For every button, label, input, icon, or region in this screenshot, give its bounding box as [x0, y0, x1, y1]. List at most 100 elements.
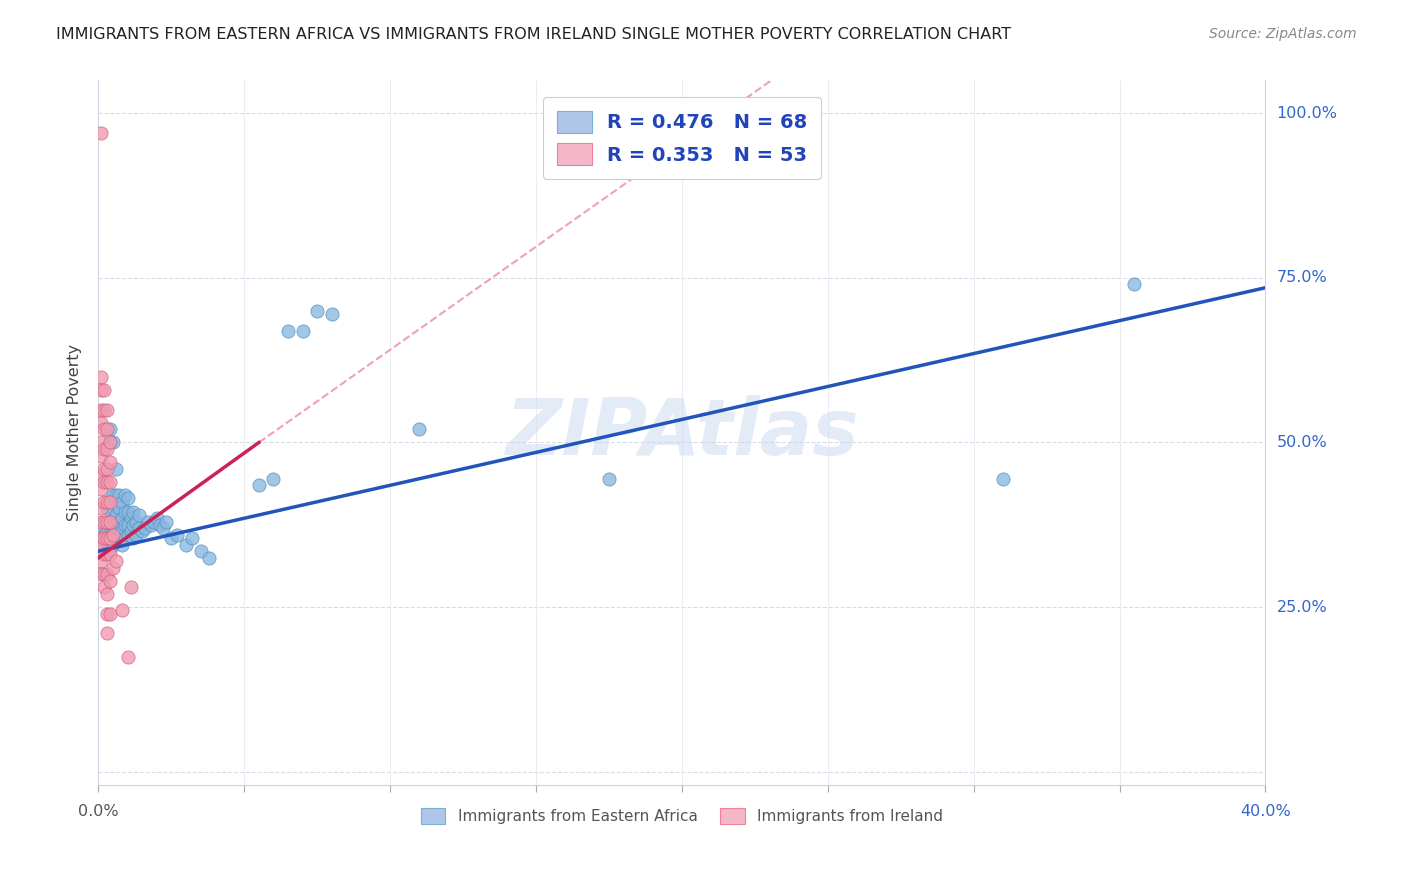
Point: [111, 603, 134, 617]
Text: 100.0%: 100.0%: [1277, 106, 1337, 120]
Point: [98, 455, 121, 469]
Point: [101, 527, 124, 541]
Point: [117, 505, 139, 519]
Point: [90, 567, 112, 582]
Point: [291, 324, 314, 338]
Point: [134, 521, 156, 535]
Text: 75.0%: 75.0%: [1277, 270, 1327, 285]
Point: [277, 324, 299, 338]
Point: [93, 462, 115, 476]
Point: [101, 560, 124, 574]
Point: [93, 567, 115, 582]
Point: [108, 488, 131, 502]
Point: [128, 521, 150, 535]
Point: [104, 508, 127, 522]
Point: [104, 462, 127, 476]
Point: [98, 531, 121, 545]
Text: 50.0%: 50.0%: [1277, 435, 1327, 450]
Point: [128, 508, 150, 522]
Point: [98, 607, 121, 621]
Point: [96, 587, 118, 601]
Point: [131, 524, 153, 539]
Text: 0.0%: 0.0%: [79, 804, 118, 819]
Point: [93, 531, 115, 545]
Text: ZIPAtlas: ZIPAtlas: [505, 394, 859, 471]
Point: [139, 517, 162, 532]
Point: [98, 435, 121, 450]
Point: [101, 435, 124, 450]
Point: [96, 548, 118, 562]
Point: [98, 495, 121, 509]
Point: [90, 383, 112, 397]
Point: [96, 567, 118, 582]
Point: [122, 505, 145, 519]
Point: [120, 524, 142, 539]
Point: [90, 482, 112, 496]
Point: [1123, 277, 1146, 292]
Point: [174, 538, 197, 552]
Legend: Immigrants from Eastern Africa, Immigrants from Ireland: Immigrants from Eastern Africa, Immigran…: [415, 802, 949, 830]
Point: [90, 435, 112, 450]
Point: [93, 422, 115, 436]
Point: [93, 442, 115, 456]
Point: [321, 307, 343, 321]
Point: [98, 515, 121, 529]
Point: [98, 548, 121, 562]
Point: [125, 515, 148, 529]
Point: [98, 515, 121, 529]
Point: [98, 475, 121, 489]
Point: [96, 462, 118, 476]
Point: [98, 574, 121, 588]
Point: [93, 538, 115, 552]
Point: [90, 126, 112, 140]
Point: [90, 449, 112, 463]
Point: [90, 531, 112, 545]
Point: [104, 554, 127, 568]
Text: 40.0%: 40.0%: [1240, 804, 1291, 819]
Point: [111, 524, 134, 539]
Point: [122, 531, 145, 545]
Point: [93, 515, 115, 529]
Point: [96, 515, 118, 529]
Point: [136, 515, 159, 529]
Point: [90, 531, 112, 545]
Point: [149, 517, 172, 532]
Point: [114, 505, 136, 519]
Point: [90, 515, 112, 529]
Point: [117, 527, 139, 541]
Point: [117, 517, 139, 532]
Point: [90, 416, 112, 430]
Point: [96, 531, 118, 545]
Point: [101, 515, 124, 529]
Text: 25.0%: 25.0%: [1277, 599, 1327, 615]
Point: [247, 478, 270, 492]
Point: [114, 531, 136, 545]
Point: [90, 501, 112, 516]
Point: [96, 531, 118, 545]
Point: [101, 538, 124, 552]
Point: [101, 488, 124, 502]
Point: [96, 544, 118, 558]
Text: IMMIGRANTS FROM EASTERN AFRICA VS IMMIGRANTS FROM IRELAND SINGLE MOTHER POVERTY : IMMIGRANTS FROM EASTERN AFRICA VS IMMIGR…: [56, 27, 1011, 42]
Point: [93, 548, 115, 562]
Point: [190, 544, 212, 558]
Point: [90, 554, 112, 568]
Point: [90, 541, 112, 555]
Point: [125, 527, 148, 541]
Point: [96, 626, 118, 640]
Point: [96, 607, 118, 621]
Point: [96, 495, 118, 509]
Point: [198, 550, 221, 565]
Point: [122, 517, 145, 532]
Point: [90, 468, 112, 483]
Y-axis label: Single Mother Poverty: Single Mother Poverty: [67, 344, 83, 521]
Point: [104, 531, 127, 545]
Point: [117, 491, 139, 506]
Point: [98, 527, 121, 541]
Point: [117, 649, 139, 664]
Point: [104, 521, 127, 535]
Point: [98, 541, 121, 555]
Point: [155, 515, 177, 529]
Point: [120, 511, 142, 525]
Point: [104, 488, 127, 502]
